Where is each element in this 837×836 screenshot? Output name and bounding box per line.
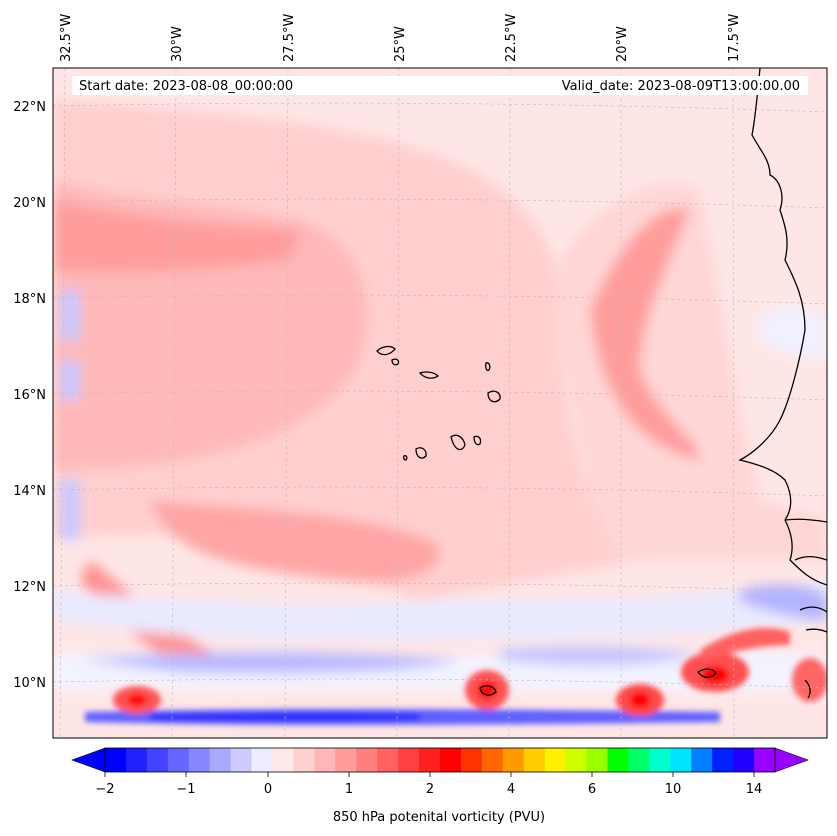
colorbar-cell xyxy=(105,748,127,772)
colorbar-cell xyxy=(733,748,755,772)
colorbar-label: 850 hPa potenital vorticity (PVU) xyxy=(333,810,545,825)
lat-label: 10°N xyxy=(13,676,46,691)
colorbar-cell xyxy=(398,748,420,772)
colorbar-cell xyxy=(607,748,630,772)
colorbar-cell xyxy=(565,748,588,772)
colorbar-extend-max xyxy=(774,747,809,773)
lat-label: 22°N xyxy=(13,100,46,115)
map-panel: Start date: 2023-08-08_00:00:00 Valid_da… xyxy=(53,68,827,738)
lat-label: 20°N xyxy=(13,196,46,211)
colorbar-cell xyxy=(502,748,525,772)
colorbar-cell xyxy=(691,748,713,772)
lat-label: 12°N xyxy=(13,580,46,595)
colorbar-cell xyxy=(440,748,462,772)
colorbar-cell xyxy=(209,748,232,772)
graticule xyxy=(53,68,827,738)
colorbar-tick-label: 1 xyxy=(345,782,353,797)
colorbar-cell xyxy=(460,748,483,772)
lon-label: 32.5°W xyxy=(59,14,74,62)
latitude-labels: 22°N 20°N 18°N 16°N 14°N 12°N 10°N xyxy=(13,100,46,691)
colorbar-cell xyxy=(377,748,399,772)
lat-label: 16°N xyxy=(13,388,46,403)
colorbar-cell xyxy=(230,748,253,772)
lon-label: 30°W xyxy=(170,26,185,62)
colorbar-tick-label: 14 xyxy=(746,782,763,797)
colorbar-cell xyxy=(628,748,650,772)
colorbar-cell xyxy=(419,748,441,772)
lon-label: 25°W xyxy=(393,26,408,62)
colorbar-tick-label: −1 xyxy=(176,782,195,797)
colorbar-tick-label: −2 xyxy=(95,782,114,797)
lon-label: 27.5°W xyxy=(282,14,297,62)
colorbar-cell xyxy=(314,748,336,772)
colorbar-cell xyxy=(586,748,609,772)
colorbar-cell xyxy=(272,748,295,772)
colorbar-extend-min xyxy=(71,747,106,773)
map-frame xyxy=(52,67,828,739)
colorbar-tick-label: 0 xyxy=(264,782,272,797)
colorbar-tick-label: 10 xyxy=(665,782,682,797)
colorbar-cell xyxy=(523,748,546,772)
start-date-label: Start date: 2023-08-08_00:00:00 xyxy=(79,79,293,94)
lon-label: 22.5°W xyxy=(504,14,519,62)
colorbar-cell xyxy=(544,748,567,772)
longitude-labels: 32.5°W 30°W 27.5°W 25°W 22.5°W 20°W 17.5°W xyxy=(59,14,742,62)
colorbar-cell xyxy=(670,748,692,772)
lon-label: 20°W xyxy=(615,26,630,62)
colorbar-cells xyxy=(105,748,776,772)
colorbar-cell xyxy=(188,748,211,772)
colorbar-cell xyxy=(356,748,378,772)
colorbar-cell xyxy=(335,748,357,772)
colorbar-tick-label: 2 xyxy=(426,782,434,797)
coastlines xyxy=(376,68,827,699)
colorbar-cell xyxy=(481,748,504,772)
colorbar-cell xyxy=(251,748,274,772)
colorbar-tick-label: 6 xyxy=(588,782,596,797)
colorbar-cell xyxy=(146,748,169,772)
colorbar-tick-label: 4 xyxy=(507,782,515,797)
colorbar-cell xyxy=(125,748,148,772)
date-banner xyxy=(72,76,808,95)
colorbar: −2 −1 0 1 2 4 6 10 14 850 hPa potenital vorticit… xyxy=(71,747,809,825)
colorbar-cell xyxy=(293,748,315,772)
colorbar-frame xyxy=(104,747,776,773)
colorbar-cell xyxy=(649,748,671,772)
lat-label: 18°N xyxy=(13,292,46,307)
lon-label: 17.5°W xyxy=(727,14,742,62)
vorticity-field xyxy=(53,100,827,693)
lat-label: 14°N xyxy=(13,484,46,499)
colorbar-cell xyxy=(712,748,734,772)
valid-date-label: Valid_date: 2023-08-09T13:00:00.00 xyxy=(562,79,800,94)
colorbar-cell xyxy=(167,748,190,772)
colorbar-cell xyxy=(754,748,776,772)
colorbar-ticks: −2 −1 0 1 2 4 6 10 14 xyxy=(95,772,762,797)
